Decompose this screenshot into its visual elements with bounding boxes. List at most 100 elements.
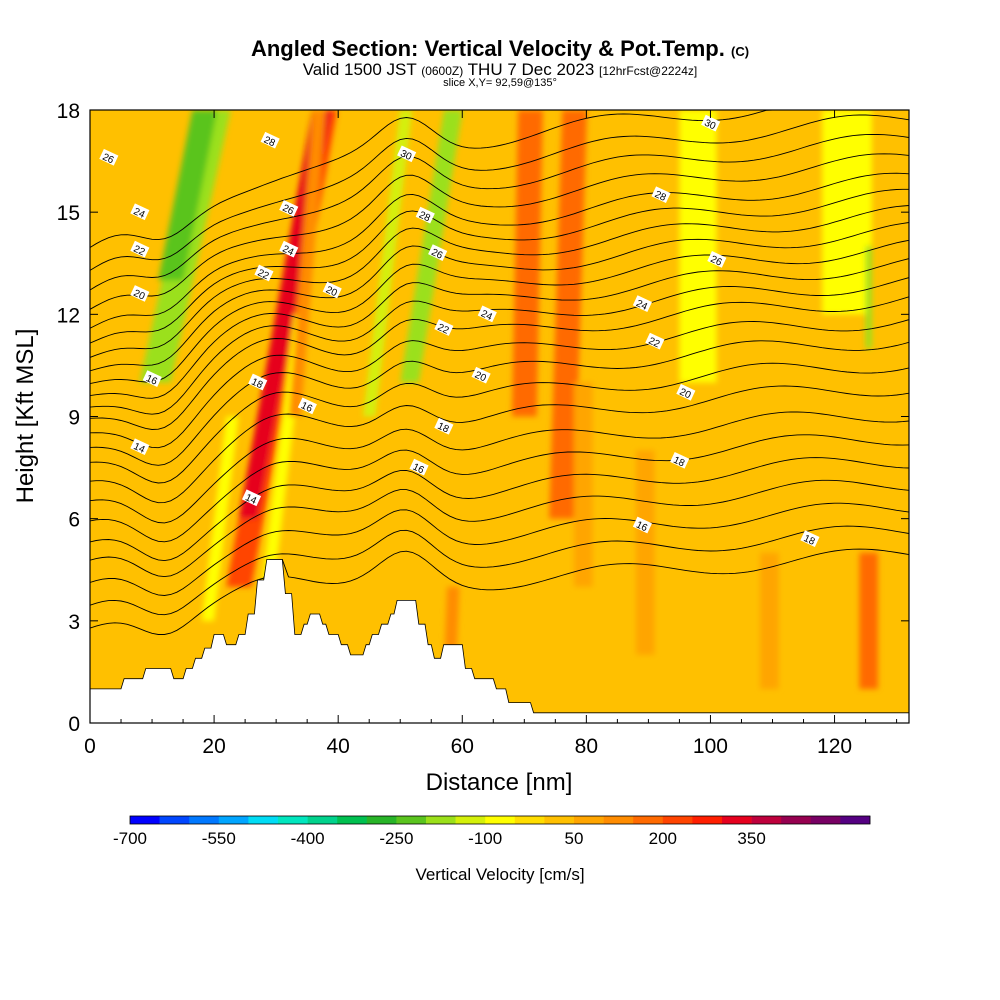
contour-label: 28 bbox=[260, 131, 280, 150]
isotherm-line bbox=[90, 205, 909, 358]
colorbar-tick-label: -100 bbox=[468, 829, 502, 848]
contour-label: 18 bbox=[670, 451, 690, 470]
isotherm-line bbox=[90, 411, 909, 524]
x-tick-label: 20 bbox=[202, 735, 225, 758]
contour-label: 20 bbox=[676, 383, 696, 402]
contour-label: 22 bbox=[434, 319, 454, 337]
terrain-shape bbox=[90, 559, 909, 723]
contour-label-text: 28 bbox=[417, 210, 432, 225]
contour-label-text: 16 bbox=[299, 400, 314, 415]
contour-label-text: 22 bbox=[647, 336, 662, 351]
isotherm-line bbox=[90, 525, 909, 616]
contour-label-text: 24 bbox=[281, 244, 296, 259]
contour-label: 30 bbox=[397, 145, 417, 163]
colorbar-tick-label: -400 bbox=[291, 829, 325, 848]
colorbar-swatch bbox=[455, 816, 486, 824]
contour-label-text: 28 bbox=[653, 189, 668, 204]
contour-label-text: 16 bbox=[144, 373, 159, 388]
isotherm-line bbox=[90, 296, 909, 430]
velocity-band bbox=[201, 416, 239, 621]
contour-label-text: 20 bbox=[473, 370, 488, 385]
contour-label: 22 bbox=[130, 240, 150, 259]
isotherm-line bbox=[90, 548, 909, 635]
velocity-band bbox=[865, 246, 872, 349]
contour-label: 30 bbox=[701, 114, 721, 133]
contour-label: 24 bbox=[477, 305, 497, 323]
velocity-band bbox=[679, 110, 717, 383]
contour-label: 24 bbox=[632, 295, 652, 313]
axes: 0 20 40 60 80 100 120 0 3 6 9 12 15 18 bbox=[57, 100, 909, 758]
contour-label-text: 26 bbox=[429, 247, 444, 262]
contour-label-text: 24 bbox=[132, 206, 147, 221]
contour-label: 28 bbox=[415, 206, 435, 225]
contour-label: 26 bbox=[99, 148, 119, 167]
colorbar-swatch bbox=[692, 816, 723, 824]
contour-label: 16 bbox=[409, 458, 429, 477]
x-tick-label: 120 bbox=[817, 735, 852, 758]
contour-label: 22 bbox=[645, 332, 665, 351]
contour-label-text: 18 bbox=[250, 376, 265, 391]
x-tick-label: 0 bbox=[84, 735, 96, 758]
colorbar-swatch bbox=[337, 816, 368, 824]
chart-title-text: Angled Section: Vertical Velocity & Pot.… bbox=[250, 36, 725, 61]
y-tick-label: 9 bbox=[68, 407, 80, 430]
velocity-band bbox=[288, 110, 326, 417]
subtitle-valid: Valid 1500 JST bbox=[302, 60, 417, 79]
colorbar-tick-label: 50 bbox=[565, 829, 584, 848]
isotherm-line bbox=[90, 340, 909, 466]
contour-label: 22 bbox=[254, 264, 274, 282]
contour-label: 24 bbox=[279, 240, 299, 259]
contour-label-text: 22 bbox=[256, 267, 271, 282]
velocity-band bbox=[573, 382, 593, 587]
colorbar-swatch bbox=[218, 816, 249, 824]
colorbar-swatch bbox=[426, 816, 456, 824]
y-axis-label: Height [Kft MSL] bbox=[12, 329, 39, 504]
isotherm-line bbox=[90, 385, 909, 504]
isotherm-line bbox=[90, 502, 909, 596]
y-tick-label: 6 bbox=[68, 509, 80, 532]
contour-label: 18 bbox=[434, 417, 454, 436]
isotherm-line bbox=[90, 457, 909, 562]
isotherm-line bbox=[90, 153, 909, 310]
colorbar-swatch bbox=[396, 816, 427, 824]
isotherm-line bbox=[90, 362, 909, 484]
contour-label-text: 28 bbox=[262, 135, 277, 150]
colorbar-swatch bbox=[662, 816, 693, 824]
velocity-band bbox=[158, 110, 218, 281]
contour-label-text: 16 bbox=[411, 462, 426, 477]
velocity-band bbox=[363, 110, 413, 417]
contour-label-text: 22 bbox=[132, 244, 147, 259]
contour-label-text: 18 bbox=[802, 533, 817, 548]
contour-label: 14 bbox=[130, 438, 150, 456]
contour-label: 26 bbox=[707, 251, 727, 269]
colorbar-swatch bbox=[485, 816, 516, 824]
contour-label-text: 20 bbox=[132, 288, 147, 303]
colorbar-swatch bbox=[574, 816, 604, 824]
chart-subtitle: Valid 1500 JST (0600Z) THU 7 Dec 2023 [1… bbox=[0, 60, 1000, 81]
colorbar-swatch bbox=[633, 816, 664, 824]
isotherm-line bbox=[90, 133, 909, 291]
contour-label: 18 bbox=[248, 373, 268, 391]
colorbar-swatch bbox=[514, 816, 545, 824]
contour-label: 28 bbox=[651, 186, 671, 204]
colorbar-swatch bbox=[159, 816, 190, 824]
contour-label: 16 bbox=[632, 516, 652, 534]
isotherm-line bbox=[90, 172, 909, 329]
y-tick-label: 12 bbox=[57, 304, 80, 327]
contour-label: 14 bbox=[241, 489, 262, 507]
x-tick-label: 40 bbox=[327, 735, 350, 758]
contour-label-text: 26 bbox=[281, 203, 296, 218]
contour-label: 20 bbox=[130, 285, 150, 303]
colorbar-tick-label: 350 bbox=[737, 829, 765, 848]
contour-label: 20 bbox=[322, 281, 342, 299]
terrain bbox=[90, 559, 909, 723]
isotherm-line bbox=[90, 434, 909, 543]
contour-label: 20 bbox=[471, 366, 491, 385]
isotherm-line bbox=[90, 222, 909, 372]
y-tick-label: 0 bbox=[68, 713, 80, 736]
colorbar-tick-label: 200 bbox=[649, 829, 677, 848]
velocity-band bbox=[859, 552, 878, 689]
colorbar-tick-label: -700 bbox=[113, 829, 147, 848]
velocity-band bbox=[511, 110, 543, 417]
